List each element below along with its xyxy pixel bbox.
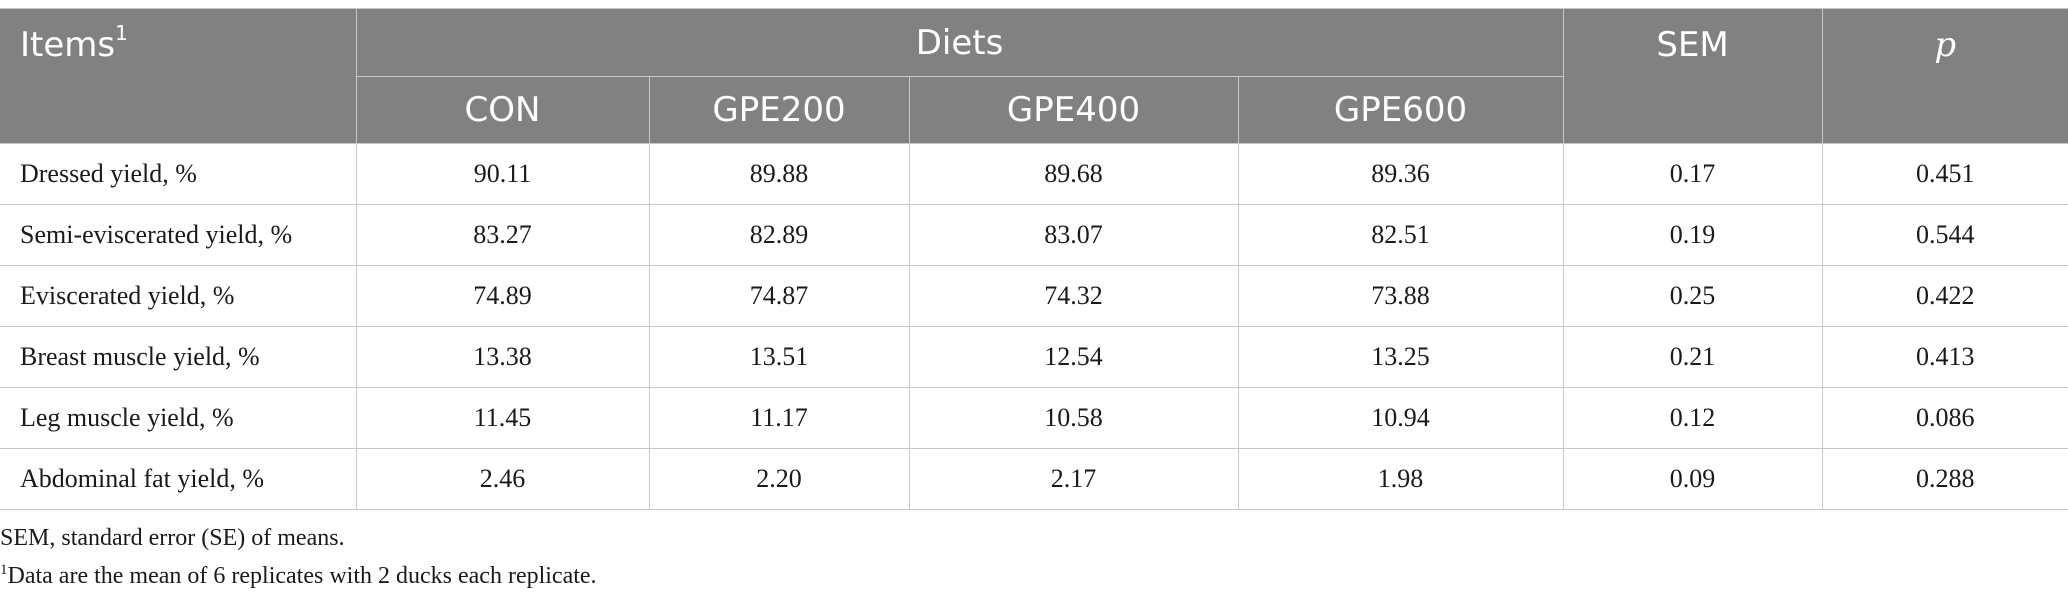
cell-gpe200: 82.89 <box>648 204 910 266</box>
header-diets: Diets <box>355 8 1564 77</box>
table-figure: Items1 Diets SEM p CON GPE200 GPE400 GPE… <box>0 8 2068 600</box>
cell-gpe400: 10.58 <box>908 387 1239 449</box>
cell-con: 83.27 <box>355 204 650 266</box>
cell-gpe400: 89.68 <box>908 143 1239 205</box>
row-item-label: Abdominal fat yield, % <box>0 448 357 510</box>
table-row: Semi-eviscerated yield, % 83.27 82.89 83… <box>0 204 2068 266</box>
header-sem: SEM <box>1562 8 1823 144</box>
header-diet-gpe400: GPE400 <box>908 76 1239 144</box>
cell-con: 13.38 <box>355 326 650 388</box>
cell-gpe200: 2.20 <box>648 448 910 510</box>
header-diet-gpe600: GPE600 <box>1237 76 1564 144</box>
cell-gpe400: 83.07 <box>908 204 1239 266</box>
header-items: Items1 <box>0 8 357 144</box>
cell-gpe200: 11.17 <box>648 387 910 449</box>
table-row: Abdominal fat yield, % 2.46 2.20 2.17 1.… <box>0 448 2068 510</box>
cell-gpe400: 12.54 <box>908 326 1239 388</box>
cell-gpe200: 13.51 <box>648 326 910 388</box>
header-p-label: p <box>1934 25 1957 65</box>
cell-p: 0.288 <box>1821 448 2068 510</box>
table-row: Eviscerated yield, % 74.89 74.87 74.32 7… <box>0 265 2068 327</box>
cell-con: 11.45 <box>355 387 650 449</box>
table-row: Leg muscle yield, % 11.45 11.17 10.58 10… <box>0 387 2068 449</box>
cell-gpe400: 74.32 <box>908 265 1239 327</box>
cell-gpe200: 89.88 <box>648 143 910 205</box>
cell-con: 2.46 <box>355 448 650 510</box>
table-row: Dressed yield, % 90.11 89.88 89.68 89.36… <box>0 143 2068 205</box>
cell-gpe600: 1.98 <box>1237 448 1564 510</box>
table-notes: SEM, standard error (SE) of means. 1Data… <box>0 524 2068 590</box>
cell-p: 0.451 <box>1821 143 2068 205</box>
header-p: p <box>1821 8 2068 144</box>
sem-note: SEM, standard error (SE) of means. <box>0 525 345 551</box>
table-row: Breast muscle yield, % 13.38 13.51 12.54… <box>0 326 2068 388</box>
cell-sem: 0.09 <box>1562 448 1823 510</box>
cell-gpe200: 74.87 <box>648 265 910 327</box>
row-item-label: Semi-eviscerated yield, % <box>0 204 357 266</box>
cell-p: 0.086 <box>1821 387 2068 449</box>
cell-p: 0.422 <box>1821 265 2068 327</box>
cell-gpe600: 89.36 <box>1237 143 1564 205</box>
table-header: Items1 Diets SEM p CON GPE200 GPE400 GPE… <box>0 8 2068 144</box>
footnote-mark: 1 <box>0 562 8 578</box>
cell-gpe600: 13.25 <box>1237 326 1564 388</box>
cell-p: 0.544 <box>1821 204 2068 266</box>
header-diet-gpe200: GPE200 <box>648 76 910 144</box>
table-body: Dressed yield, % 90.11 89.88 89.68 89.36… <box>0 143 2068 510</box>
row-item-label: Eviscerated yield, % <box>0 265 357 327</box>
row-item-label: Dressed yield, % <box>0 143 357 205</box>
cell-sem: 0.12 <box>1562 387 1823 449</box>
row-item-label: Breast muscle yield, % <box>0 326 357 388</box>
cell-con: 74.89 <box>355 265 650 327</box>
cell-con: 90.11 <box>355 143 650 205</box>
cell-gpe400: 2.17 <box>908 448 1239 510</box>
cell-sem: 0.21 <box>1562 326 1823 388</box>
row-item-label: Leg muscle yield, % <box>0 387 357 449</box>
cell-sem: 0.19 <box>1562 204 1823 266</box>
header-diet-con: CON <box>355 76 650 144</box>
cell-sem: 0.25 <box>1562 265 1823 327</box>
footnote-text: Data are the mean of 6 replicates with 2… <box>7 563 597 589</box>
cell-gpe600: 82.51 <box>1237 204 1564 266</box>
cell-p: 0.413 <box>1821 326 2068 388</box>
cell-gpe600: 73.88 <box>1237 265 1564 327</box>
header-items-label: Items <box>20 25 116 65</box>
cell-gpe600: 10.94 <box>1237 387 1564 449</box>
cell-sem: 0.17 <box>1562 143 1823 205</box>
data-table: Items1 Diets SEM p CON GPE200 GPE400 GPE… <box>0 8 2068 510</box>
footnote: 1Data are the mean of 6 replicates with … <box>0 562 2068 590</box>
header-items-footnote-mark: 1 <box>115 20 128 45</box>
